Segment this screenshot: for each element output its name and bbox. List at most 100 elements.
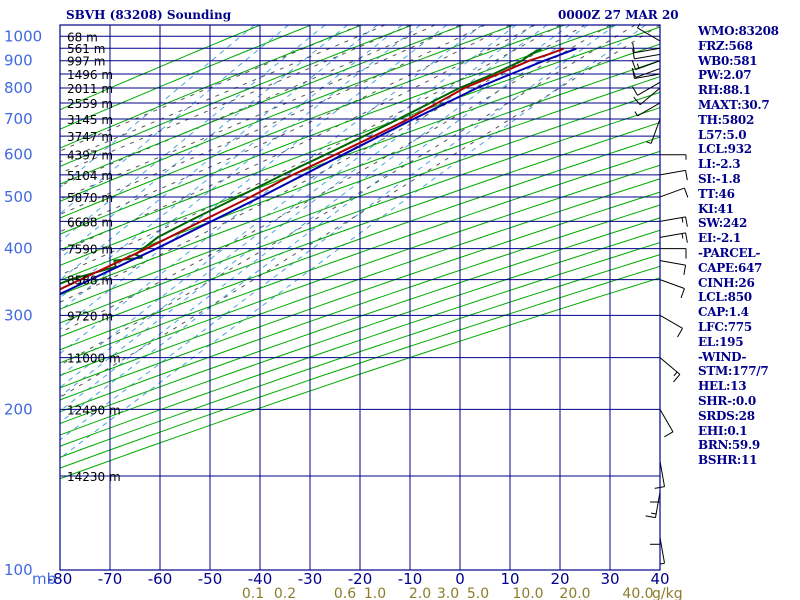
dry-adiabat-line <box>60 204 660 413</box>
dry-adiabat-line <box>60 25 515 202</box>
height-label: 5104 m <box>67 169 113 183</box>
height-label: 1496 m <box>67 68 113 82</box>
moist-adiabat-line <box>60 25 436 187</box>
sounding-lines-layer <box>60 47 577 296</box>
mixing-ratio-line <box>60 25 326 243</box>
dry-adiabat-line <box>60 60 660 281</box>
mixing-ratio-label: 40.0 <box>622 586 653 600</box>
parcel-line <box>60 47 577 296</box>
dry-adiabat-line <box>60 265 660 469</box>
index-item: CAP:1.4 <box>698 305 749 320</box>
temperature-tick-label: -20 <box>348 570 373 588</box>
index-item: HEL:13 <box>698 379 747 394</box>
index-item: L57:5.0 <box>698 127 747 142</box>
index-item: -WIND- <box>698 349 747 364</box>
height-label: 68 m <box>67 30 98 44</box>
wind-barb <box>659 232 688 243</box>
dry-adiabat-line <box>60 178 660 389</box>
wind-barb <box>659 169 688 181</box>
dry-adiabat-line <box>60 122 660 338</box>
height-label: 3747 m <box>67 130 113 144</box>
dry-adiabat-line <box>60 76 660 296</box>
mixing-ratio-label: 0.2 <box>274 586 296 600</box>
height-label: 3145 m <box>67 113 113 127</box>
temperature-tick-label: -40 <box>248 570 273 588</box>
index-item: STM:177/7 <box>698 364 769 379</box>
wind-barb <box>632 42 661 54</box>
moist-adiabat-line <box>60 25 660 398</box>
index-item: EL:195 <box>698 334 744 349</box>
dry-adiabat-line <box>60 25 312 130</box>
mixing-ratio-label: 10.0 <box>512 586 543 600</box>
index-item: EHI:0.1 <box>698 423 748 438</box>
dry-adiabat-line <box>60 164 660 376</box>
wind-barb <box>637 23 661 42</box>
dry-adiabat-line <box>60 43 660 266</box>
temperature-tick-label: 20 <box>550 570 569 588</box>
wind-barb <box>645 491 661 519</box>
pressure-tick-label: 200 <box>4 400 33 418</box>
pressure-tick-label: 900 <box>4 52 33 70</box>
moist-adiabat-line <box>60 25 386 163</box>
dry-adiabat-line <box>60 25 362 149</box>
index-item: WB0:581 <box>698 53 758 68</box>
wind-barb <box>660 154 687 160</box>
height-label: 4397 m <box>67 149 113 163</box>
temperature-tick-label: 30 <box>600 570 619 588</box>
moist-adiabat-line <box>60 25 586 303</box>
height-label: 7590 m <box>67 243 113 257</box>
index-item: CINH:26 <box>698 275 755 290</box>
mixing-ratio-label: 2.0 <box>409 586 431 600</box>
mixing-ratio-label: 1.0 <box>364 586 386 600</box>
dry-adiabat-line <box>60 277 660 480</box>
wind-barb <box>659 216 688 227</box>
index-item: FRZ:568 <box>698 38 753 53</box>
pressure-tick-label: 100 <box>4 561 33 579</box>
index-item: LFC:775 <box>698 319 752 334</box>
wind-barb <box>659 279 685 299</box>
wind-barb <box>632 48 661 60</box>
dry-adiabat-line <box>60 107 660 324</box>
wind-barb <box>632 81 661 96</box>
dry-adiabat-line <box>60 25 261 111</box>
height-label: 6688 m <box>67 215 113 229</box>
index-item: LCL:850 <box>698 290 752 305</box>
wind-barb <box>659 260 687 276</box>
height-label: 561 m <box>67 42 105 56</box>
temperature-tick-label: -50 <box>198 570 223 588</box>
mixing-ratio-line <box>60 25 255 188</box>
wind-barb <box>659 409 674 438</box>
height-label: 2011 m <box>67 82 113 96</box>
height-label: 9720 m <box>67 309 113 323</box>
height-label: 5870 m <box>67 191 113 205</box>
wind-barb <box>632 68 661 79</box>
index-item: TT:46 <box>698 186 735 201</box>
pressure-unit-label: mb <box>32 570 56 588</box>
wind-barb <box>631 60 661 71</box>
dry-adiabat-line <box>60 191 660 401</box>
dry-adiabat-line <box>60 217 660 425</box>
index-item: SRDS:28 <box>698 408 755 423</box>
dry-adiabat-line <box>60 25 464 185</box>
dry-adiabat-line <box>60 136 660 351</box>
pressure-tick-label: 600 <box>4 146 33 164</box>
index-item: MAXT:30.7 <box>698 97 770 112</box>
index-item: WMO:83208 <box>698 24 779 38</box>
index-item: KI:41 <box>698 201 734 216</box>
wind-barb <box>659 314 683 338</box>
height-label: 2559 m <box>67 97 113 111</box>
dry-adiabat-line <box>60 254 660 458</box>
temperature-tick-label: 0 <box>455 570 465 588</box>
temperature-tick-label: -10 <box>398 570 423 588</box>
pressure-tick-label: 500 <box>4 188 33 206</box>
mixing-ratio-label: 0.1 <box>242 586 264 600</box>
dry-adiabat-line <box>60 25 413 167</box>
temperature-tick-label: 10 <box>500 570 519 588</box>
dry-adiabat-line <box>60 229 660 436</box>
grid-layer <box>60 25 660 570</box>
stability-indices-list: WMO:83208 FRZ:568 WB0:581 PW:2.07 RH:88.1 MAX… <box>698 24 779 468</box>
index-item: EI:-2.1 <box>698 231 741 246</box>
index-item: SHR-:0.0 <box>698 393 756 408</box>
temperature-tick-label: -60 <box>148 570 173 588</box>
